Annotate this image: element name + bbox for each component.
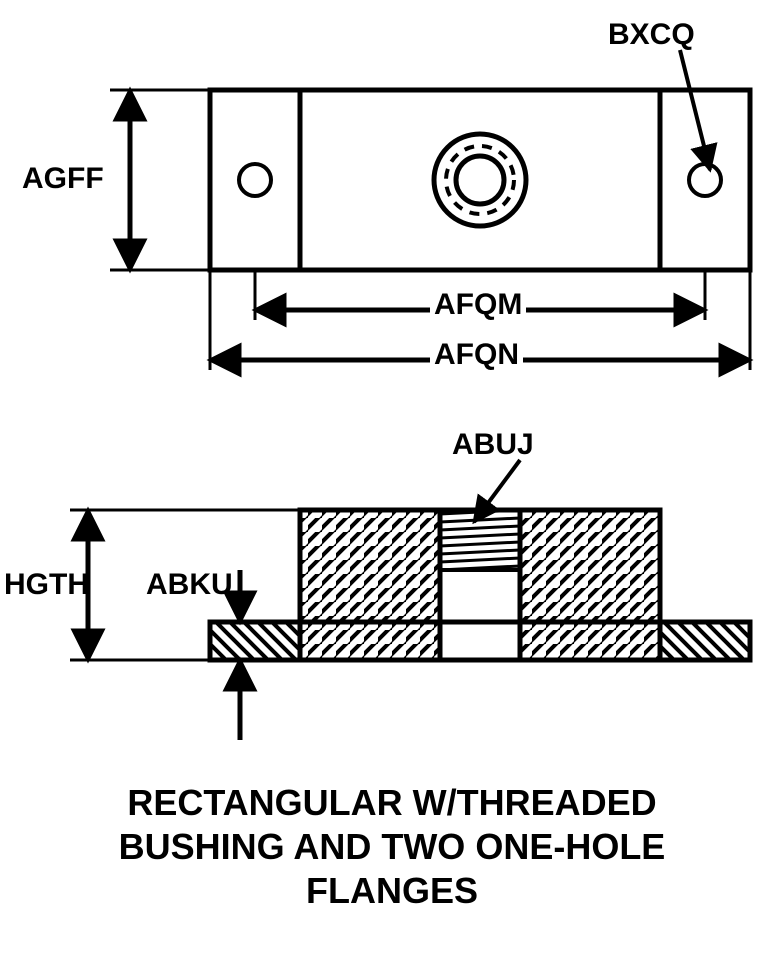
side-view bbox=[210, 510, 750, 660]
label-afqm: AFQM bbox=[430, 288, 526, 322]
label-agff: AGFF bbox=[22, 162, 104, 196]
label-bxcq: BXCQ bbox=[608, 18, 695, 52]
label-abku: ABKU bbox=[146, 568, 233, 602]
label-hgth: HGTH bbox=[4, 568, 89, 602]
title-line1: RECTANGULAR W/THREADED bbox=[0, 782, 784, 824]
leader-bxcq bbox=[680, 50, 710, 170]
title-line3: FLANGES bbox=[0, 870, 784, 912]
diagram-page: BXCQ AGFF AFQM AFQN ABUJ HGTH ABKU RECTA… bbox=[0, 0, 784, 961]
top-view bbox=[210, 90, 750, 270]
label-abuj: ABUJ bbox=[452, 428, 534, 462]
label-afqn: AFQN bbox=[430, 338, 523, 372]
title-line2: BUSHING AND TWO ONE-HOLE bbox=[0, 826, 784, 868]
dim-agff bbox=[110, 90, 210, 270]
